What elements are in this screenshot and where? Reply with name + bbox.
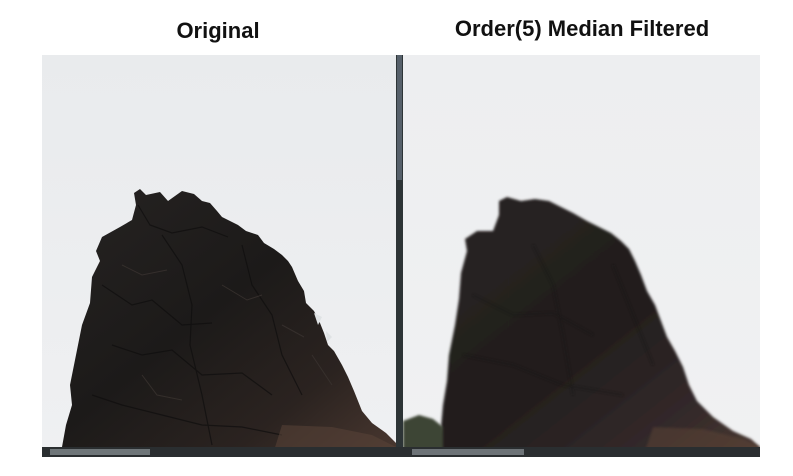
original-panel-title: Original (176, 18, 260, 43)
filtered-bottom-highlight (412, 449, 524, 455)
image-bottom-edge (42, 447, 760, 457)
original-image (42, 55, 396, 457)
filtered-panel-title: Order(5) Median Filtered (454, 16, 710, 41)
filtered-image (403, 55, 760, 457)
panel-divider (396, 55, 403, 457)
original-bottom-highlight (50, 449, 150, 455)
divider-highlight (397, 55, 402, 180)
